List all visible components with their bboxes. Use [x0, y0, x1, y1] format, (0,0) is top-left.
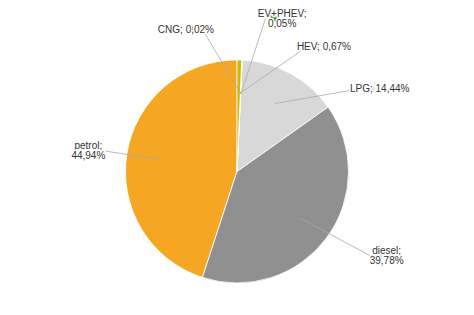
svg-text:EV+PHEV;0,05%: EV+PHEV;0,05%	[258, 8, 307, 29]
svg-text:LPG; 14,44%: LPG; 14,44%	[350, 83, 410, 94]
svg-text:diesel;39,78%: diesel;39,78%	[370, 245, 404, 266]
svg-text:HEV; 0,67%: HEV; 0,67%	[297, 41, 351, 52]
svg-text:petrol;44,94%: petrol;44,94%	[71, 140, 105, 161]
svg-text:CNG; 0,02%: CNG; 0,02%	[158, 24, 214, 35]
